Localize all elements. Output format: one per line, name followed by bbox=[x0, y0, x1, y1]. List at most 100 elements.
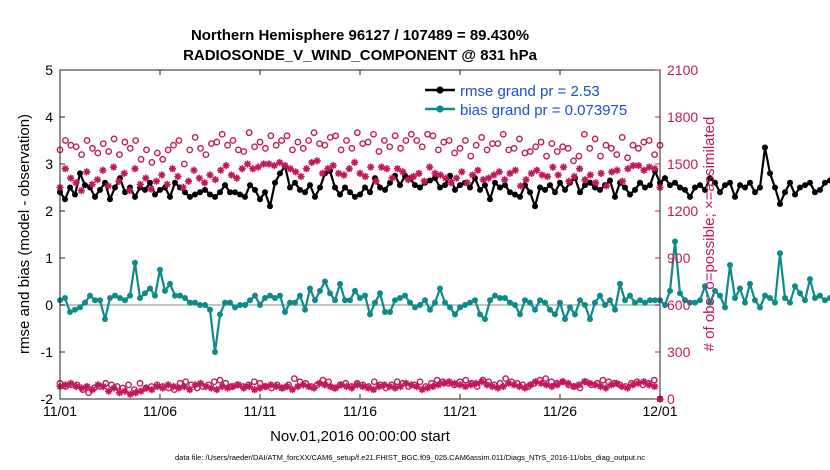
obs-possible-point bbox=[564, 144, 572, 152]
y-tick-label: 4 bbox=[45, 109, 53, 125]
obs-assimilated-point bbox=[353, 381, 361, 389]
legend-rmse-label: rmse grand pr = 2.53 bbox=[460, 83, 600, 100]
rmse-point bbox=[547, 182, 553, 189]
obs-possible-point bbox=[370, 378, 378, 386]
bias-point bbox=[347, 297, 353, 304]
obs-possible-point bbox=[186, 146, 194, 154]
rmse-point bbox=[232, 189, 238, 196]
obs-assimilated-point bbox=[640, 378, 648, 386]
rmse-point bbox=[752, 189, 758, 196]
bias-point bbox=[72, 306, 78, 313]
obs-assimilated-point bbox=[505, 379, 513, 387]
rmse-point bbox=[697, 182, 703, 189]
obs-assimilated-point bbox=[340, 171, 348, 179]
obs-possible-point bbox=[445, 137, 453, 144]
x-axis-label: Nov.01,2016 00:00:00 start bbox=[270, 428, 451, 445]
bias-point bbox=[277, 292, 283, 299]
bias-point bbox=[322, 278, 328, 285]
bias-point bbox=[592, 299, 598, 306]
obs-assimilated-point bbox=[254, 163, 262, 171]
obs-assimilated-point bbox=[629, 381, 637, 389]
obs-assimilated-point bbox=[372, 177, 380, 185]
obs-possible-point bbox=[353, 129, 361, 137]
bias-point bbox=[487, 297, 493, 304]
obs-assimilated-point bbox=[99, 166, 107, 174]
obs-possible-point bbox=[370, 130, 377, 138]
obs-assimilated-point bbox=[196, 379, 205, 387]
obs-assimilated-point bbox=[634, 379, 642, 387]
obs-possible-point bbox=[602, 141, 610, 149]
bias-point bbox=[472, 297, 478, 304]
rmse-point bbox=[502, 182, 508, 189]
obs-assimilated-point bbox=[467, 381, 475, 389]
obs-possible-point bbox=[202, 151, 210, 159]
obs-assimilated-point bbox=[559, 163, 568, 171]
rmse-point bbox=[397, 182, 403, 189]
rmse-point bbox=[647, 182, 653, 189]
obs-assimilated-point bbox=[115, 177, 123, 185]
obs-assimilated-point bbox=[367, 163, 375, 171]
obs-assimilated-point bbox=[564, 379, 572, 387]
bias-point bbox=[422, 297, 428, 304]
obs-possible-point bbox=[321, 141, 329, 149]
rmse-point bbox=[147, 179, 153, 186]
obs-assimilated-point bbox=[377, 163, 386, 171]
obs-assimilated-point bbox=[332, 384, 340, 392]
bias-point bbox=[747, 280, 753, 287]
obs-possible-point bbox=[586, 144, 594, 152]
bias-point bbox=[677, 290, 683, 297]
obs-possible-point bbox=[256, 138, 264, 146]
bias-point bbox=[392, 297, 398, 304]
rmse-point bbox=[772, 184, 778, 191]
obs-assimilated-point bbox=[592, 179, 600, 187]
obs-possible-point bbox=[272, 141, 280, 149]
bias-point bbox=[712, 287, 718, 294]
rmse-point bbox=[742, 184, 748, 191]
obs-possible-point bbox=[634, 144, 642, 152]
obs-assimilated-point bbox=[393, 165, 402, 173]
obs-possible-point bbox=[548, 140, 556, 148]
series-2-group bbox=[56, 129, 664, 168]
bias-point bbox=[77, 304, 83, 311]
obs-assimilated-point bbox=[602, 384, 610, 392]
obs-assimilated-point bbox=[420, 177, 428, 185]
obs-assimilated-point bbox=[484, 174, 493, 182]
obs-assimilated-point bbox=[543, 172, 552, 181]
rmse-point bbox=[587, 179, 593, 186]
obs-assimilated-point bbox=[380, 381, 388, 389]
bias-point bbox=[672, 238, 678, 245]
y-axis-label: rmse and bias (model - observation) bbox=[16, 114, 33, 354]
bias-point bbox=[662, 302, 668, 308]
obs-assimilated-point bbox=[624, 165, 632, 173]
data-file-footnote: data file: /Users/raeder/DAI/ATM_forcXX/… bbox=[175, 453, 645, 462]
rmse-point bbox=[342, 184, 348, 191]
obs-possible-point bbox=[137, 155, 145, 163]
obs-assimilated-point bbox=[276, 158, 284, 167]
bias-point bbox=[547, 306, 553, 313]
obs-assimilated-point bbox=[223, 384, 232, 392]
obs-possible-point bbox=[218, 130, 226, 138]
obs-possible-point bbox=[132, 137, 140, 144]
obs-assimilated-point bbox=[217, 166, 225, 174]
obs-assimilated-point bbox=[440, 379, 448, 387]
bias-point bbox=[272, 294, 278, 301]
bias-point bbox=[757, 304, 763, 311]
obs-assimilated-point bbox=[132, 389, 140, 397]
obs-possible-point bbox=[126, 144, 134, 152]
bias-point bbox=[137, 294, 143, 301]
obs-assimilated-point bbox=[147, 185, 155, 193]
obs-assimilated-point bbox=[206, 171, 214, 179]
obs-possible-point bbox=[299, 144, 307, 152]
bias-point bbox=[387, 309, 393, 316]
obs-assimilated-point bbox=[88, 386, 97, 394]
obs-possible-point bbox=[629, 141, 637, 149]
bias-point bbox=[497, 294, 503, 301]
rmse-point bbox=[157, 186, 163, 193]
bias-point bbox=[177, 292, 183, 299]
obs-assimilated-point bbox=[532, 378, 540, 386]
bias-point bbox=[647, 297, 653, 304]
obs-possible-point bbox=[380, 137, 388, 144]
bias-point bbox=[147, 285, 153, 292]
y-tick-label: 5 bbox=[45, 62, 53, 78]
rmse-point bbox=[252, 186, 258, 193]
